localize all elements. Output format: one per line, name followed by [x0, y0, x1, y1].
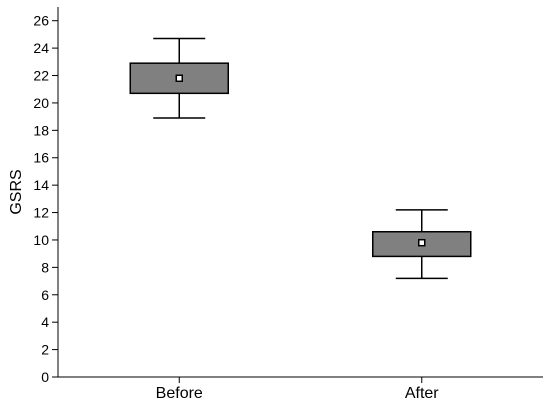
plot-frame	[57, 7, 543, 378]
box-rect	[129, 62, 229, 95]
box-before	[129, 37, 229, 119]
y-tick-label: 14	[33, 177, 49, 193]
mean-marker	[175, 74, 183, 83]
y-tick-label: 18	[33, 122, 49, 138]
box-after	[372, 209, 472, 280]
x-axis-ticks: Before After	[156, 377, 439, 402]
y-tick-label: 22	[33, 68, 49, 84]
y-tick-label: 24	[33, 40, 49, 56]
y-tick-label: 10	[33, 232, 49, 248]
y-tick-label: 12	[33, 205, 49, 221]
mean-marker	[418, 238, 426, 247]
y-tick-label: 16	[33, 150, 49, 166]
x-tick-label: Before	[156, 385, 203, 402]
y-tick-label: 20	[33, 95, 49, 111]
y-tick-label: 26	[33, 13, 49, 29]
y-tick-label: 4	[41, 314, 49, 330]
y-tick-label: 0	[41, 369, 49, 385]
y-tick-label: 2	[41, 342, 49, 358]
y-axis-label: GSRS	[8, 169, 25, 214]
y-tick-label: 6	[41, 287, 49, 303]
x-tick-label: After	[405, 385, 439, 402]
y-tick-label: 8	[41, 259, 49, 275]
box-series	[129, 37, 472, 280]
